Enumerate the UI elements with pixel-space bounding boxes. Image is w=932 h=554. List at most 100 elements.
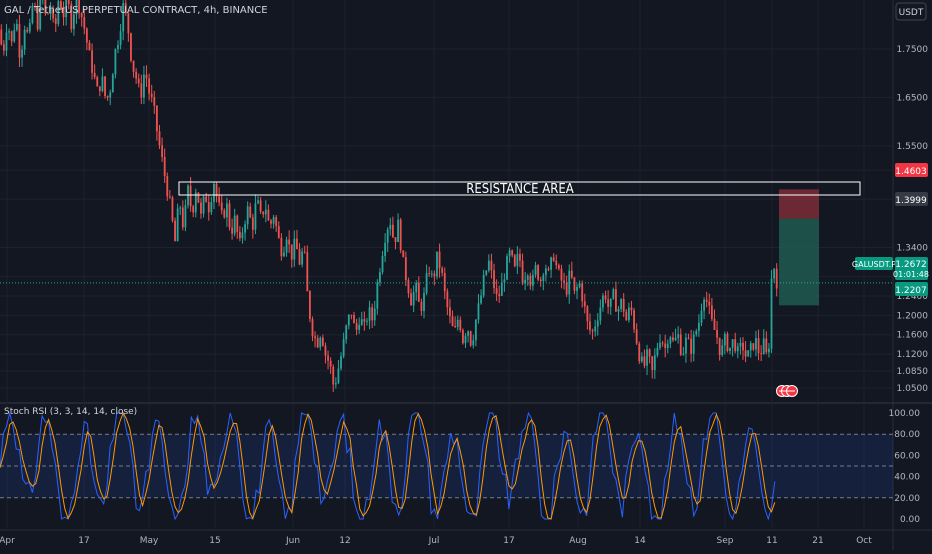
candle-body xyxy=(729,347,731,351)
candle-body xyxy=(464,335,467,344)
candle-body xyxy=(21,49,23,58)
candle-body xyxy=(321,337,324,346)
candle-body xyxy=(506,256,508,280)
candle-body xyxy=(765,338,768,353)
candle-body xyxy=(490,260,493,271)
candle-body xyxy=(544,268,547,276)
candle-body xyxy=(158,131,161,146)
candle-body xyxy=(109,92,112,98)
candle-body xyxy=(166,176,169,197)
candle-body xyxy=(604,295,607,300)
flag-icon[interactable] xyxy=(776,385,798,397)
candle-body xyxy=(340,356,342,369)
candle-body xyxy=(210,201,213,213)
candle-body xyxy=(80,13,83,18)
take-profit-zone[interactable] xyxy=(779,218,819,306)
candle-body xyxy=(106,95,109,98)
candle-body xyxy=(73,14,75,30)
candle-body xyxy=(15,23,18,30)
candle-body xyxy=(648,349,651,357)
candle-body xyxy=(18,23,21,58)
candle-body xyxy=(576,286,578,291)
stoch-tick-label: 20.00 xyxy=(894,494,920,504)
candle-body xyxy=(194,192,197,213)
candle-body xyxy=(430,273,433,275)
time-tick-label: Aug xyxy=(569,536,587,546)
candle-body xyxy=(233,215,236,234)
candle-body xyxy=(542,275,545,282)
price-tick-label: 1.2400 xyxy=(897,292,929,302)
candle-body xyxy=(456,319,459,327)
candle-body xyxy=(44,0,47,14)
candle-body xyxy=(487,260,490,271)
candle-body xyxy=(591,330,594,332)
candle-body xyxy=(570,270,573,278)
candle-body xyxy=(653,355,656,370)
candle-body xyxy=(703,299,705,311)
candle-body xyxy=(39,0,42,30)
time-tick-label: Apr xyxy=(0,536,15,546)
candle-body xyxy=(249,206,252,218)
candle-body xyxy=(0,29,3,45)
candle-body xyxy=(319,337,322,348)
candle-body xyxy=(726,333,729,351)
stop-loss-zone[interactable] xyxy=(779,189,819,219)
candle-body xyxy=(293,238,296,260)
stoch-k-line[interactable] xyxy=(0,411,776,521)
price-tick-label: 1.2000 xyxy=(897,311,929,321)
candle-body xyxy=(270,220,272,224)
candle-body xyxy=(311,319,314,337)
candle-body xyxy=(557,265,560,269)
time-tick-label: Jun xyxy=(285,536,300,546)
candle-body xyxy=(259,200,262,212)
candle-body xyxy=(596,320,599,327)
candle-body xyxy=(721,345,724,355)
candle-body xyxy=(184,205,187,228)
candle-body xyxy=(477,303,480,320)
currency-button[interactable]: USDT xyxy=(895,2,927,21)
candle-body xyxy=(402,250,405,258)
candle-body xyxy=(314,336,316,339)
candle-body xyxy=(755,338,757,350)
candle-body xyxy=(622,299,625,312)
candle-body xyxy=(573,277,576,291)
chart-title: GAL / TetherUS PERPETUAL CONTRACT, 4h, B… xyxy=(4,5,268,16)
candle-body xyxy=(373,308,376,321)
candle-body xyxy=(462,329,464,344)
candle-body xyxy=(257,200,259,204)
candle-body xyxy=(705,299,708,302)
position-tool[interactable] xyxy=(779,189,819,306)
candle-body xyxy=(288,239,291,245)
candle-body xyxy=(436,251,438,277)
candle-body xyxy=(672,337,674,341)
stoch-rsi-series[interactable] xyxy=(0,411,776,521)
candle-body xyxy=(739,342,742,347)
candle-body xyxy=(153,97,156,106)
candle-body xyxy=(482,274,485,296)
candle-body xyxy=(54,18,57,24)
candle-body xyxy=(140,83,143,98)
candle-body xyxy=(775,268,778,289)
candle-body xyxy=(620,299,623,310)
candle-body xyxy=(251,217,254,230)
candle-body xyxy=(659,342,661,348)
candle-body xyxy=(119,31,122,45)
candle-body xyxy=(552,257,555,261)
candle-body xyxy=(145,74,148,79)
candle-body xyxy=(148,78,151,94)
candle-body xyxy=(96,77,99,87)
candle-body xyxy=(117,44,119,50)
time-axis[interactable]: Apr 17 May 15 Jun 12 Jul 17 Aug 14 Sep 11 21 Oct xyxy=(0,536,872,546)
candle-body xyxy=(337,368,340,384)
candle-body xyxy=(757,338,760,354)
stoch-d-line[interactable] xyxy=(0,411,776,520)
candle-body xyxy=(132,60,135,72)
stoch-tick-label: 60.00 xyxy=(894,451,920,461)
candle-body xyxy=(547,268,550,270)
resistance-area-box[interactable] xyxy=(178,181,861,196)
stoch-axis[interactable]: 100.00 80.00 60.00 40.00 20.00 0.00 xyxy=(889,409,921,525)
candle-body xyxy=(215,183,218,197)
candle-body xyxy=(534,265,537,275)
